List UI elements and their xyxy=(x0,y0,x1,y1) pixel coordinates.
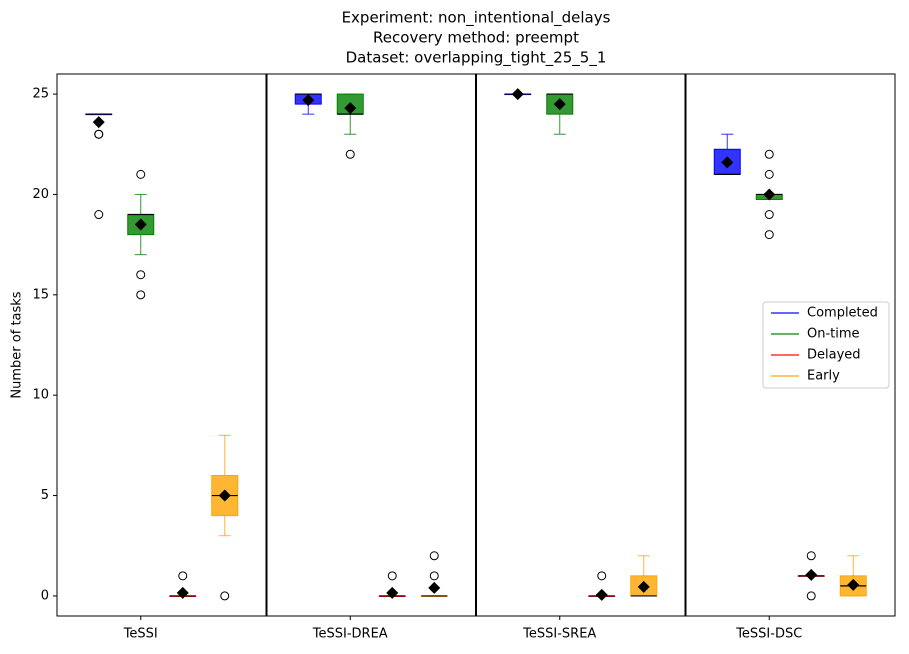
flier xyxy=(136,290,146,300)
legend-label: Completed xyxy=(807,306,878,321)
mean-marker xyxy=(218,489,231,502)
mean-marker xyxy=(511,88,524,101)
mean-marker xyxy=(763,188,776,201)
mean-marker xyxy=(176,586,189,599)
mean-marker xyxy=(302,94,315,107)
mean-marker xyxy=(428,581,441,594)
mean-marker xyxy=(721,156,734,169)
chart-title: Recovery method: preempt xyxy=(373,29,579,47)
mean-marker xyxy=(386,586,399,599)
flier xyxy=(136,169,146,179)
x-tick-label: TeSSI xyxy=(123,627,158,642)
mean-marker xyxy=(637,580,650,593)
mean-marker xyxy=(344,102,357,115)
flier xyxy=(764,149,774,159)
mean-marker xyxy=(805,568,818,581)
flier xyxy=(387,571,397,581)
y-tick-label: 15 xyxy=(32,287,49,302)
flier xyxy=(764,169,774,179)
x-tick-label: TeSSI-DSC xyxy=(735,627,802,642)
flier xyxy=(597,571,607,581)
flier xyxy=(764,230,774,240)
mean-marker xyxy=(553,98,566,111)
flier xyxy=(94,210,104,220)
chart-title: Experiment: non_intentional_delays xyxy=(342,9,611,28)
mean-marker xyxy=(595,588,608,601)
y-tick-label: 0 xyxy=(41,588,49,603)
y-tick-label: 10 xyxy=(32,388,49,403)
y-tick-label: 5 xyxy=(41,488,49,503)
mean-marker xyxy=(847,578,860,591)
flier xyxy=(345,149,355,159)
x-tick-label: TeSSI-DREA xyxy=(312,627,388,642)
flier xyxy=(220,591,230,601)
flier xyxy=(136,270,146,280)
legend-label: Delayed xyxy=(807,348,861,363)
flier xyxy=(806,551,816,561)
flier xyxy=(94,129,104,139)
mean-marker xyxy=(92,116,105,129)
flier xyxy=(429,551,439,561)
y-tick-label: 20 xyxy=(32,187,49,202)
y-tick-label: 25 xyxy=(32,87,49,102)
mean-marker xyxy=(134,218,147,231)
chart-title: Dataset: overlapping_tight_25_5_1 xyxy=(346,49,607,68)
x-tick-label: TeSSI-SREA xyxy=(522,627,596,642)
y-axis-label: Number of tasks xyxy=(10,291,25,398)
legend-box xyxy=(762,301,890,389)
legend-label: Early xyxy=(807,369,840,384)
flier xyxy=(429,571,439,581)
plot-frame xyxy=(56,73,896,617)
flier xyxy=(178,571,188,581)
legend-label: On-time xyxy=(807,327,860,342)
flier xyxy=(764,210,774,220)
flier xyxy=(806,591,816,601)
